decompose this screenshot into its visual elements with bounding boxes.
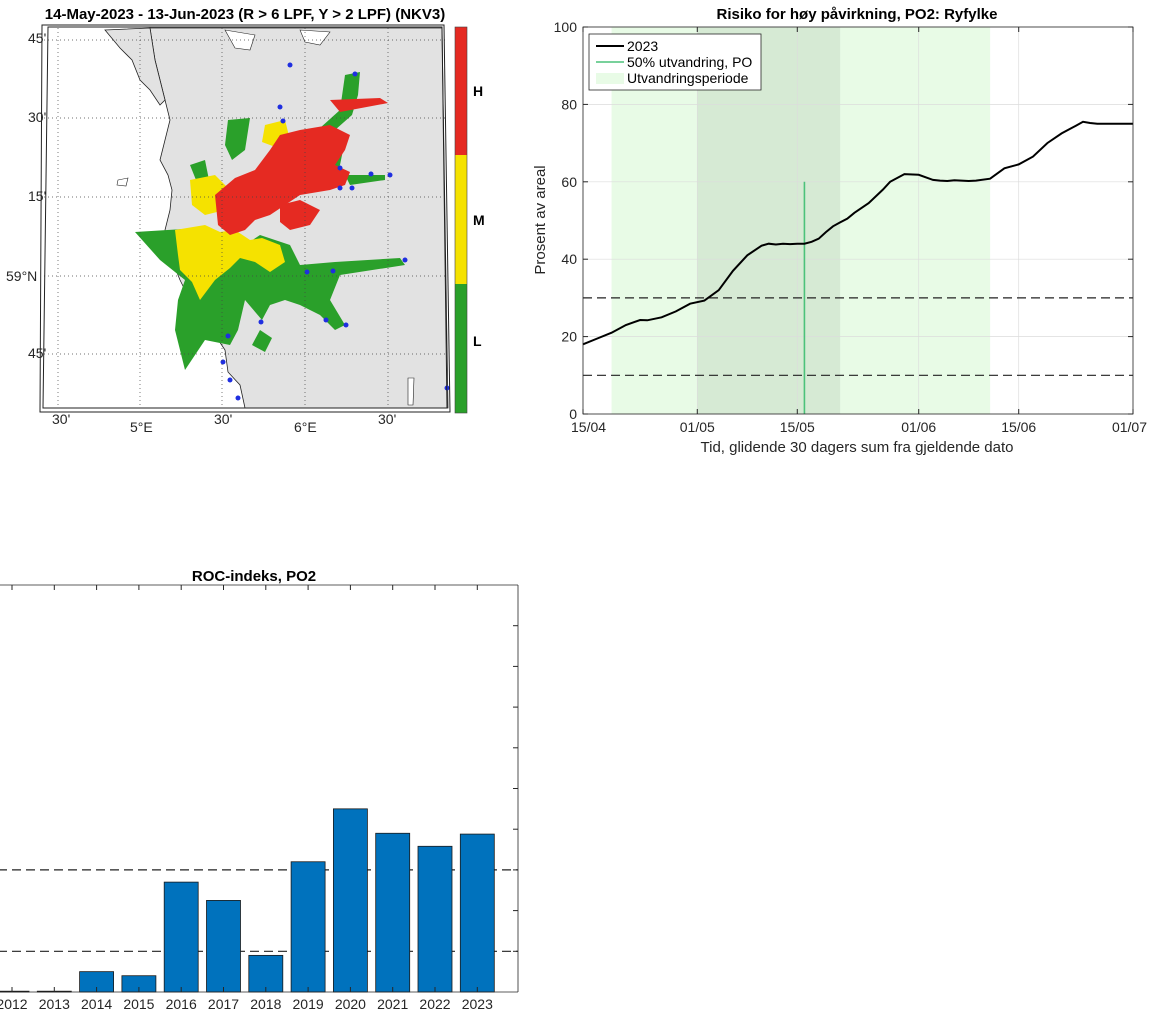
lat-label: 59°N — [6, 268, 37, 284]
x-tick-label: 2018 — [250, 996, 281, 1012]
bar — [375, 832, 411, 993]
bar — [206, 900, 241, 993]
line-chart-legend: 2023 50% utvandring, PO Utvandringsperio… — [588, 33, 762, 91]
line-chart-ylabel: Prosent av areal — [532, 165, 549, 274]
x-tick-label: 2019 — [293, 996, 324, 1012]
x-tick-label: 01/05 — [680, 419, 715, 435]
y-tick-label: 20 — [561, 329, 577, 345]
map-graticule — [44, 28, 446, 408]
lon-label: 5°E — [130, 419, 153, 435]
y-tick-label: 80 — [561, 96, 577, 112]
risk-line-chart: Risiko for høy påvirkning, PO2: Ryfylke … — [520, 0, 1160, 460]
station-markers — [220, 62, 450, 401]
colorbar-medium — [455, 155, 467, 284]
x-tick-label: 2014 — [81, 996, 112, 1012]
series-line-2023 — [582, 120, 1133, 346]
bar — [459, 833, 495, 993]
lon-label: 30' — [52, 411, 70, 427]
x-tick-label: 2022 — [419, 996, 450, 1012]
legend-entry: 50% utvandring, PO — [627, 54, 752, 70]
map-panel: 14-May-2023 - 13-Jun-2023 (R > 6 LPF, Y … — [0, 0, 520, 440]
x-tick-label: 2016 — [166, 996, 197, 1012]
line-chart-xlabel: Tid, glidende 30 dagers sum fra gjeldend… — [701, 439, 1014, 456]
y-tick-label: 60 — [561, 174, 577, 190]
peak-band — [697, 27, 841, 414]
colorbar-label-low: L — [473, 333, 482, 349]
x-tick-label: 2017 — [208, 996, 239, 1012]
x-tick-label: 2012 — [0, 996, 28, 1012]
colorbar-low — [455, 284, 467, 413]
bar — [417, 845, 453, 993]
y-tick-label: 100 — [554, 19, 578, 35]
y-tick-label: 40 — [561, 251, 577, 267]
bar-chart-title: ROC-indeks, PO2 — [192, 568, 316, 585]
line-chart-axes-box — [582, 26, 1134, 415]
legend-entry: Utvandringsperiode — [627, 70, 749, 86]
x-tick-label: 01/06 — [901, 419, 936, 435]
bar — [248, 954, 284, 993]
lat-label: 15' — [28, 188, 46, 204]
x-tick-label: 2021 — [377, 996, 408, 1012]
colorbar-label-high: H — [473, 83, 483, 99]
map-title: 14-May-2023 - 13-Jun-2023 (R > 6 LPF, Y … — [45, 6, 445, 23]
x-tick-label: 01/07 — [1112, 419, 1147, 435]
colorbar-label-medium: M — [473, 212, 485, 228]
zone-high — [215, 98, 388, 235]
legend-entry: 2023 — [627, 38, 658, 54]
lat-label: 30' — [28, 109, 46, 125]
x-tick-label: 15/04 — [571, 419, 606, 435]
x-tick-label: 2015 — [123, 996, 154, 1012]
lon-label: 6°E — [294, 419, 317, 435]
lat-label: 45' — [28, 30, 46, 46]
bar — [163, 881, 199, 993]
x-tick-label: 2023 — [462, 996, 493, 1012]
legend-swatch-periode — [596, 73, 624, 84]
lat-label: 45' — [28, 345, 46, 361]
line-chart-svg: Risiko for høy påvirkning, PO2: Ryfylke … — [532, 6, 1147, 456]
x-tick-label: 15/05 — [780, 419, 815, 435]
map-svg: 14-May-2023 - 13-Jun-2023 (R > 6 LPF, Y … — [6, 6, 485, 435]
bar — [290, 861, 326, 993]
line-chart-title: Risiko for høy påvirkning, PO2: Ryfylke — [717, 6, 998, 23]
colorbar-high — [455, 27, 467, 155]
lon-label: 30' — [214, 411, 232, 427]
y-tick-label: 0 — [569, 406, 577, 422]
x-tick-label: 2020 — [335, 996, 366, 1012]
x-tick-label: 2013 — [39, 996, 70, 1012]
bar-chart-svg: ROC-indeks, PO2 2012 2013 2014 2015 2016 2017… — [0, 568, 519, 1012]
lon-label: 30' — [378, 411, 396, 427]
map-border — [39, 24, 451, 413]
bar — [332, 808, 368, 993]
roc-bar-chart: ROC-indeks, PO2 2012 2013 2014 2015 2016 2017… — [0, 560, 540, 1012]
colorbar: H M L — [454, 26, 485, 414]
x-tick-label: 15/06 — [1001, 419, 1036, 435]
